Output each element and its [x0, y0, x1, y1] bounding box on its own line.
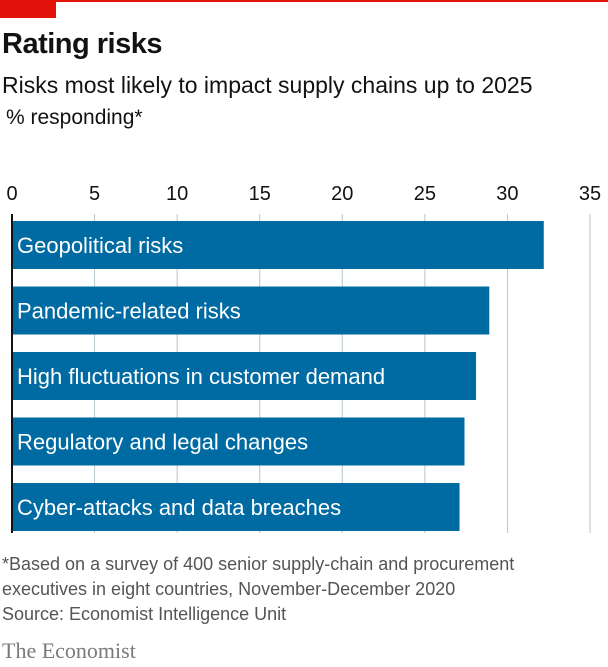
bar-label: Geopolitical risks [17, 233, 183, 258]
bar [12, 221, 544, 269]
bar [12, 483, 460, 531]
economist-logo: The Economist [2, 638, 136, 663]
x-tick-label: 30 [496, 183, 518, 205]
x-tick-label: 5 [89, 183, 100, 205]
bar-label: Pandemic-related risks [17, 299, 241, 324]
bar-chart: 0 5 10 15 20 25 30 35 Geopolitical risks Pandemic… [6, 183, 601, 533]
x-tick-label: 0 [6, 183, 17, 205]
top-rule [0, 0, 608, 2]
brand-red-tab [0, 0, 56, 18]
source-note: Source: Economist Intelligence Unit [2, 604, 287, 624]
x-tick-label: 10 [166, 183, 188, 205]
bar-label: Cyber-attacks and data breaches [17, 495, 341, 520]
x-tick-label: 15 [249, 183, 271, 205]
bar [12, 352, 477, 400]
footnote: *Based on a survey of 400 senior supply-… [2, 554, 515, 599]
bar-label: High fluctuations in customer demand [17, 364, 385, 389]
x-tick-label: 35 [579, 183, 601, 205]
chart-subtitle: Risks most likely to impact supply chain… [2, 72, 533, 98]
bar-label: Regulatory and legal changes [17, 430, 308, 455]
bar [12, 286, 490, 335]
x-tick-label: 20 [331, 183, 353, 205]
chart-title: Rating risks [2, 28, 163, 60]
bar [12, 417, 465, 466]
unit-label: % responding* [6, 106, 143, 129]
x-tick-label: 25 [414, 183, 436, 205]
